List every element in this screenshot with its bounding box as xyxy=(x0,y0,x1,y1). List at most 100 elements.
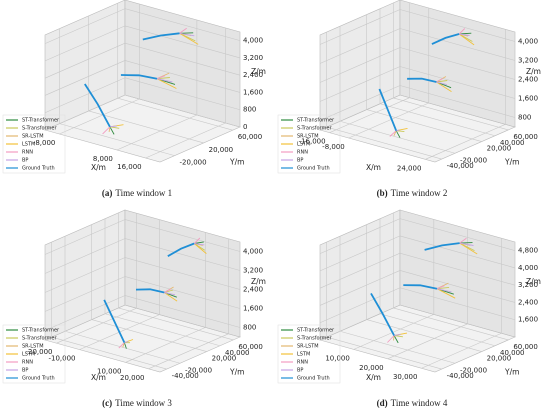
z-grid-line xyxy=(44,276,126,312)
legend-label: LSTM xyxy=(22,142,35,148)
z-grid-line xyxy=(399,252,516,286)
x-grid-line xyxy=(329,97,410,133)
z-grid-line xyxy=(44,238,126,274)
trajectory xyxy=(396,33,470,132)
z-grid-line xyxy=(319,28,401,64)
z-tick-label: 1,600 xyxy=(243,88,263,96)
legend-label: LSTM xyxy=(297,352,310,358)
z-grid-line xyxy=(44,60,126,96)
legend-label: BP xyxy=(22,158,28,164)
x-grid-line xyxy=(56,307,137,344)
z-grid-line xyxy=(319,85,401,121)
x-axis-title: X/m xyxy=(91,163,106,172)
y-grid-line xyxy=(393,307,509,341)
z-axis-title: Z/m xyxy=(251,67,266,76)
y-tick-label: -40,000 xyxy=(172,372,199,380)
x-axis-title: X/m xyxy=(366,373,381,382)
z-grid-line xyxy=(124,257,241,290)
x-grid-line xyxy=(425,124,506,160)
y-tick-label: 40,000 xyxy=(500,349,525,357)
y-grid-line xyxy=(91,319,207,352)
caption: (c) Time window 3 xyxy=(102,398,172,408)
z-tick-label: 4,000 xyxy=(518,38,538,46)
trajectory xyxy=(387,237,467,343)
y-axis-title: Y/m xyxy=(504,158,519,167)
trajectory xyxy=(102,27,187,135)
z-grid-line xyxy=(319,47,401,83)
y-grid-line xyxy=(393,97,509,131)
legend-label: BP xyxy=(297,368,303,374)
z-grid-line xyxy=(399,235,516,269)
x-grid-line xyxy=(59,98,140,135)
legend-label: RNN xyxy=(22,150,33,156)
y-axis-title: Y/m xyxy=(229,368,244,377)
trajectory xyxy=(394,242,474,336)
side-pane xyxy=(399,209,516,338)
z-grid-line xyxy=(319,66,401,102)
caption-text: Time window 3 xyxy=(115,398,172,408)
legend-label: S-Transformer xyxy=(297,336,332,342)
trajectory xyxy=(109,32,195,128)
z-grid-line xyxy=(124,60,241,93)
y-grid-line xyxy=(118,307,234,341)
z-tick-label: 1,600 xyxy=(518,316,538,324)
y-tick-label: 20,000 xyxy=(209,146,234,154)
z-tick-label: 1,600 xyxy=(243,305,263,313)
y-tick-label: 60,000 xyxy=(238,343,262,351)
legend-label: S-Transformer xyxy=(22,126,57,132)
x-grid-line xyxy=(387,323,468,360)
x-tick-label: -8,000 xyxy=(33,139,56,147)
x-tick-label: 10,000 xyxy=(325,354,350,362)
z-grid-line xyxy=(44,25,126,62)
caption-text: Time window 4 xyxy=(391,398,448,408)
x-tick-label: 24,000 xyxy=(397,164,422,172)
y-tick-label: -40,000 xyxy=(447,162,474,170)
y-tick-label: 20,000 xyxy=(212,355,237,363)
z-grid-line xyxy=(124,276,241,309)
x-grid-line xyxy=(148,333,229,370)
legend-box xyxy=(2,324,66,384)
trajectory xyxy=(118,237,201,349)
y-tick-label: -20,000 xyxy=(185,366,212,374)
legend-label: RNN xyxy=(22,360,33,366)
z-tick-label: 3,200 xyxy=(243,54,263,62)
legend-label: Ground Truth xyxy=(297,376,330,382)
y-grid-line xyxy=(326,126,442,160)
y-grid-line xyxy=(379,103,496,137)
x-grid-line xyxy=(116,114,197,151)
trajectory xyxy=(124,243,205,344)
x-grid-line xyxy=(348,102,429,139)
z-tick-label: 3,200 xyxy=(243,267,263,275)
z-tick-label: 3,200 xyxy=(518,281,538,289)
z-tick-label: 4,000 xyxy=(243,248,263,256)
y-tick-label: 60,000 xyxy=(513,133,538,141)
z-grid-line xyxy=(44,219,126,255)
legend-label: Ground Truth xyxy=(22,376,55,382)
z-tick-label: 800 xyxy=(518,114,531,122)
z-grid-line xyxy=(319,252,401,289)
z-grid-line xyxy=(319,218,401,254)
legend-label: SR-LSTM xyxy=(22,134,44,140)
y-grid-line xyxy=(51,336,167,370)
caption-text: Time window 1 xyxy=(115,188,172,198)
y-tick-label: -20,000 xyxy=(180,159,207,167)
z-grid-line xyxy=(124,238,241,271)
x-axis-title: X/m xyxy=(91,373,106,382)
z-grid-line xyxy=(44,8,126,44)
legend-label: ST-Transformer xyxy=(297,118,335,124)
y-tick-label: 40,000 xyxy=(225,349,250,357)
y-grid-line xyxy=(88,110,204,144)
x-grid-line xyxy=(125,327,206,363)
x-tick-label: 10,000 xyxy=(97,367,122,375)
y-axis-title: Y/m xyxy=(504,368,519,377)
legend-label: ST-Transformer xyxy=(22,118,60,124)
trajectory xyxy=(84,32,180,128)
y-grid-line xyxy=(326,336,442,370)
z-tick-label: 800 xyxy=(243,106,256,114)
z-tick-label: 3,200 xyxy=(518,57,538,65)
z-tick-label: 2,400 xyxy=(243,286,263,294)
